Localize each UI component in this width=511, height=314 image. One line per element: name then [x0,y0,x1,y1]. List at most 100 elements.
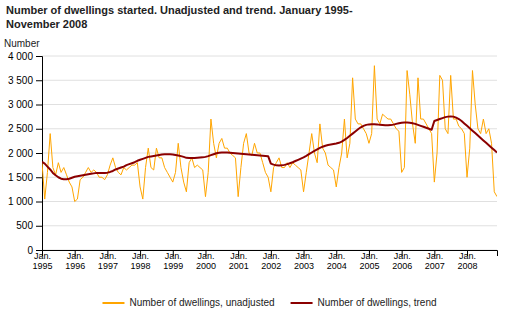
x-tick-label-line: 2008 [458,261,478,271]
x-tick: Jan.2003 [294,250,314,271]
y-tick-mark [36,80,42,81]
series-line [42,66,497,202]
x-tick-label-line: Jan. [165,251,182,261]
x-tick: Jan.1995 [32,250,52,271]
x-tick-label: Jan.2002 [261,251,281,271]
x-tick: Jan.2008 [458,250,478,271]
chart-container: Number of dwellings started. Unadjusted … [0,0,511,314]
y-tick-mark [36,56,42,57]
y-tick: 1 500 [8,172,42,183]
x-tick-label-line: Jan. [132,251,149,261]
legend-swatch [102,302,124,304]
x-tick-label-line: 2006 [392,261,412,271]
x-tick-label: Jan.2006 [392,251,412,271]
y-tick: 500 [16,220,42,231]
x-tick-label: Jan.1997 [98,251,118,271]
x-tick-label-line: Jan. [99,251,116,261]
x-tick-label-line: 2002 [261,261,281,271]
grid-line [42,201,497,202]
y-tick-mark [36,177,42,178]
grid-line [42,104,497,105]
x-tick: Jan.2000 [196,250,216,271]
plot-area: 0 500 1 000 1 500 2 000 2 500 3 000 3 500 4 000 J… [8,51,498,272]
x-tick-label: Jan.2007 [425,251,445,271]
x-tick-label-line: 1996 [65,261,85,271]
x-tick: Jan.1999 [163,250,183,271]
y-tick-label: 1 500 [8,172,33,183]
x-tick-label-line: Jan. [394,251,411,261]
series-line [42,116,497,179]
y-tick-label: 4 000 [8,51,33,62]
y-tick: 2 000 [8,148,42,159]
x-tick-label-line: 1997 [98,261,118,271]
x-tick-label: Jan.1999 [163,251,183,271]
title-line: November 2008 [6,18,87,30]
y-tick-label: 1 000 [8,196,33,207]
x-tick: Jan.2002 [261,250,281,271]
x-tick-label: Jan.1996 [65,251,85,271]
legend-swatch [291,302,313,304]
x-tick-label-line: 2007 [425,261,445,271]
x-tick-label-line: Jan. [296,251,313,261]
y-tick-label: 3 500 [8,75,33,86]
x-tick-label-line: 2003 [294,261,314,271]
x-tick: Jan.1997 [98,250,118,271]
chart-svg: Number of dwellings started. Unadjusted … [0,0,511,314]
x-tick-label-line: 2004 [327,261,347,271]
y-tick-label: 0 [27,245,33,256]
x-tick-label-line: 1999 [163,261,183,271]
x-tick-label-line: Jan. [459,251,476,261]
x-tick-label-line: Jan. [361,251,378,261]
x-tick-label-line: Jan. [67,251,84,261]
x-tick: Jan.2005 [359,250,379,271]
y-tick-mark [36,153,42,154]
legend-label: Number of dwellings, trend [318,297,437,308]
grid [42,56,497,250]
x-tick-label: Jan.2001 [229,251,249,271]
x-tick-label: Jan.2005 [359,251,379,271]
x-tick: Jan.1996 [65,250,85,271]
x-tick-label-line: 1995 [32,261,52,271]
y-tick-label: 2 000 [8,148,33,159]
legend-item: Number of dwellings, trend [291,297,437,308]
y-tick: 3 000 [8,99,42,110]
y-tick-mark [36,202,42,203]
x-tick-label-line: 2000 [196,261,216,271]
y-tick: 4 000 [8,51,42,62]
legend: Number of dwellings, unadjusted Number of… [102,297,436,308]
x-tick: Jan.2004 [327,250,347,271]
y-tick-mark [36,129,42,130]
x-tick-label: Jan.1995 [32,251,52,271]
y-tick: 3 500 [8,75,42,86]
grid-line [42,56,497,57]
legend-label: Number of dwellings, unadjusted [129,297,274,308]
x-tick-label-line: 2001 [229,261,249,271]
x-tick-label-line: 1998 [131,261,151,271]
y-axis-label: Number [4,38,40,49]
y-tick-mark [36,105,42,106]
x-tick-label-line: Jan. [230,251,247,261]
y-tick-mark [36,226,42,227]
grid-line [42,177,497,178]
title-line: Number of dwellings started. Unadjusted … [6,4,353,16]
x-tick-label: Jan.2008 [458,251,478,271]
x-tick-label-line: 2005 [359,261,379,271]
y-tick: 1 000 [8,196,42,207]
x-tick-label-line: Jan. [197,251,214,261]
x-tick-label-line: Jan. [426,251,443,261]
y-axis-line [36,57,43,251]
x-axis: Jan.1995Jan.1996Jan.1997Jan.1998Jan.1999… [32,250,497,271]
grid-line [42,225,497,226]
x-tick: Jan.2006 [392,250,412,271]
lines [42,66,497,202]
x-tick-label: Jan.2004 [327,251,347,271]
title: Number of dwellings started. Unadjusted … [6,4,353,30]
grid-line [42,153,497,154]
x-tick-label: Jan.1998 [131,251,151,271]
y-tick-label: 500 [16,220,33,231]
x-tick-label-line: Jan. [263,251,280,261]
x-tick: Jan.2001 [229,250,249,271]
y-tick: 2 500 [8,123,42,134]
y-tick-label: 3 000 [8,99,33,110]
x-tick-label-line: Jan. [34,251,51,261]
